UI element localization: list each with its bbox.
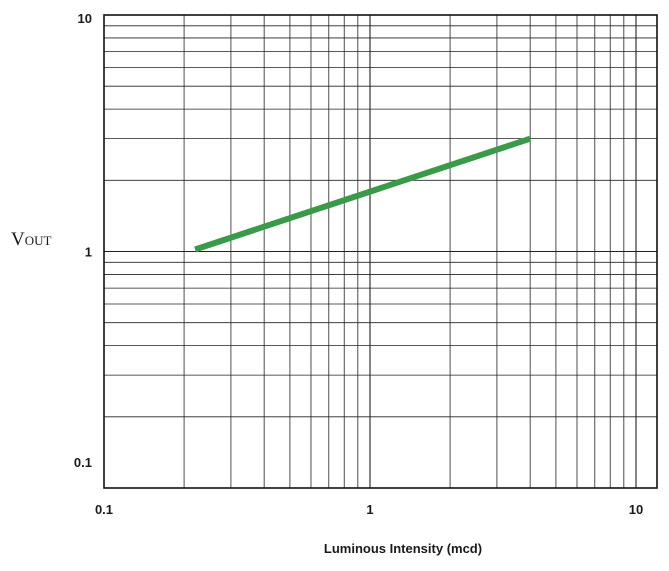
series-layer xyxy=(194,135,532,253)
x-tick-label: 0.1 xyxy=(95,502,113,517)
x-tick-label: 1 xyxy=(366,502,373,517)
y-axis-label-initial: V xyxy=(11,229,25,250)
x-tick-label: 10 xyxy=(629,502,643,517)
y-tick-label: 0.1 xyxy=(74,455,92,470)
x-axis-label: Luminous Intensity (mcd) xyxy=(324,541,482,556)
y-axis-label-rest: OUT xyxy=(25,233,52,248)
plot-frame xyxy=(103,14,658,489)
y-tick-label: 1 xyxy=(85,245,92,260)
y-axis-label: VOUT xyxy=(11,229,52,250)
series-line xyxy=(194,135,532,253)
grid xyxy=(104,15,657,488)
y-tick-label: 10 xyxy=(78,11,92,26)
tick-labels: 0.1 1 10 0.1 1 10 xyxy=(74,11,643,517)
